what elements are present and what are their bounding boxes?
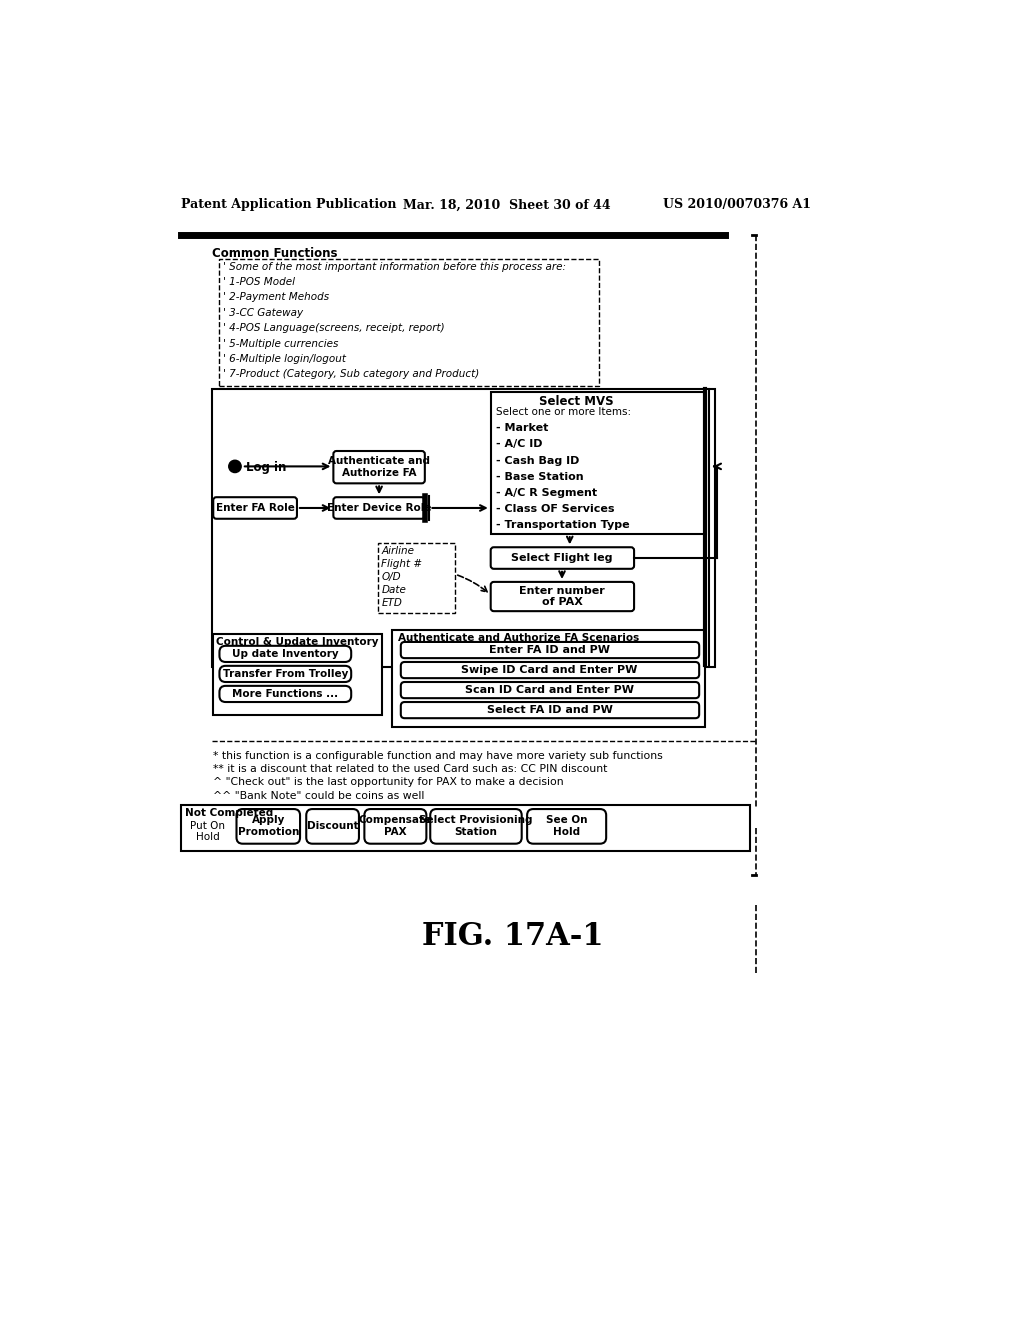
Text: ' 3-CC Gateway: ' 3-CC Gateway: [222, 308, 303, 318]
Text: Select Provisioning
Station: Select Provisioning Station: [419, 816, 532, 837]
Text: ' 4-POS Language(screens, receipt, report): ' 4-POS Language(screens, receipt, repor…: [222, 323, 444, 333]
Text: - A/C R Segment: - A/C R Segment: [496, 488, 597, 498]
Text: Discount: Discount: [307, 821, 358, 832]
Text: ' 5-Multiple currencies: ' 5-Multiple currencies: [222, 339, 338, 348]
Bar: [180, 805, 751, 851]
Text: Put On
Hold: Put On Hold: [190, 821, 225, 842]
FancyBboxPatch shape: [219, 665, 351, 682]
Bar: [219, 259, 599, 385]
Text: - A/C ID: - A/C ID: [496, 440, 543, 449]
FancyBboxPatch shape: [400, 642, 699, 659]
FancyBboxPatch shape: [400, 702, 699, 718]
Text: Scan ID Card and Enter PW: Scan ID Card and Enter PW: [465, 685, 634, 694]
Text: US 2010/0070376 A1: US 2010/0070376 A1: [663, 198, 811, 211]
Text: Enter FA Role: Enter FA Role: [216, 503, 295, 513]
FancyBboxPatch shape: [306, 809, 359, 843]
Text: Patent Application Publication: Patent Application Publication: [180, 198, 396, 211]
Text: Log in: Log in: [246, 461, 286, 474]
Bar: [213, 635, 382, 715]
Text: Transfer From Trolley: Transfer From Trolley: [222, 668, 348, 678]
Circle shape: [228, 461, 241, 473]
Text: Select Flight leg: Select Flight leg: [511, 553, 612, 564]
Text: Enter Device Role: Enter Device Role: [327, 503, 431, 513]
FancyBboxPatch shape: [334, 451, 425, 483]
Text: Apply
Promotion: Apply Promotion: [238, 816, 299, 837]
Text: - Market: - Market: [496, 424, 549, 433]
Text: Compensate
PAX: Compensate PAX: [358, 816, 432, 837]
Text: Authenticate and Authorize FA Scenarios: Authenticate and Authorize FA Scenarios: [397, 634, 639, 643]
Text: Mar. 18, 2010  Sheet 30 of 44: Mar. 18, 2010 Sheet 30 of 44: [403, 198, 610, 211]
Text: ETD: ETD: [381, 598, 402, 609]
Text: Up date Inventory: Up date Inventory: [232, 648, 339, 659]
FancyBboxPatch shape: [430, 809, 521, 843]
Text: ' 1-POS Model: ' 1-POS Model: [222, 277, 295, 286]
FancyBboxPatch shape: [219, 645, 351, 663]
Text: ** it is a discount that related to the used Card such as: CC PIN discount: ** it is a discount that related to the …: [213, 764, 607, 775]
FancyBboxPatch shape: [527, 809, 606, 843]
Bar: [378, 544, 455, 612]
FancyBboxPatch shape: [334, 498, 425, 519]
Text: ' 6-Multiple login/logout: ' 6-Multiple login/logout: [222, 354, 345, 364]
Bar: [490, 392, 707, 535]
Bar: [212, 389, 716, 667]
Text: See On
Hold: See On Hold: [546, 816, 588, 837]
Text: - Class OF Services: - Class OF Services: [496, 504, 614, 513]
Text: Swipe ID Card and Enter PW: Swipe ID Card and Enter PW: [462, 665, 638, 675]
FancyBboxPatch shape: [490, 548, 634, 569]
FancyBboxPatch shape: [219, 686, 351, 702]
Text: Not Completed: Not Completed: [185, 808, 273, 817]
Text: ' 2-Payment Mehods: ' 2-Payment Mehods: [222, 293, 329, 302]
Text: - Transportation Type: - Transportation Type: [496, 520, 630, 531]
Text: * this function is a configurable function and may have more variety sub functio: * this function is a configurable functi…: [213, 751, 663, 762]
Text: ^ "Check out" is the last opportunity for PAX to make a decision: ^ "Check out" is the last opportunity fo…: [213, 777, 564, 788]
Text: O/D: O/D: [381, 572, 401, 582]
Text: Date: Date: [381, 585, 407, 595]
Text: Enter FA ID and PW: Enter FA ID and PW: [489, 644, 610, 655]
Text: Select one or more Items:: Select one or more Items:: [496, 407, 631, 417]
Bar: [391, 631, 706, 726]
Text: Authenticate and
Authorize FA: Authenticate and Authorize FA: [328, 457, 430, 478]
Text: - Base Station: - Base Station: [496, 471, 584, 482]
FancyBboxPatch shape: [365, 809, 426, 843]
Text: Enter number
of PAX: Enter number of PAX: [519, 586, 605, 607]
Text: ^^ "Bank Note" could be coins as well: ^^ "Bank Note" could be coins as well: [213, 791, 425, 800]
FancyBboxPatch shape: [400, 682, 699, 698]
FancyBboxPatch shape: [237, 809, 300, 843]
Text: Airline: Airline: [381, 545, 415, 556]
Text: Flight #: Flight #: [381, 558, 423, 569]
Text: ' 7-Product (Category, Sub category and Product): ' 7-Product (Category, Sub category and …: [222, 370, 479, 379]
Text: FIG. 17A-1: FIG. 17A-1: [423, 921, 604, 952]
Text: Select FA ID and PW: Select FA ID and PW: [486, 705, 612, 714]
FancyBboxPatch shape: [400, 663, 699, 678]
Text: ' Some of the most important information before this process are:: ' Some of the most important information…: [222, 261, 565, 272]
Text: Common Functions: Common Functions: [212, 247, 337, 260]
Text: Select MVS: Select MVS: [539, 395, 613, 408]
FancyBboxPatch shape: [213, 498, 297, 519]
Text: More Functions ...: More Functions ...: [232, 689, 338, 698]
FancyBboxPatch shape: [490, 582, 634, 611]
Text: - Cash Bag ID: - Cash Bag ID: [496, 455, 580, 466]
Text: Control & Update Inventory: Control & Update Inventory: [216, 638, 379, 647]
